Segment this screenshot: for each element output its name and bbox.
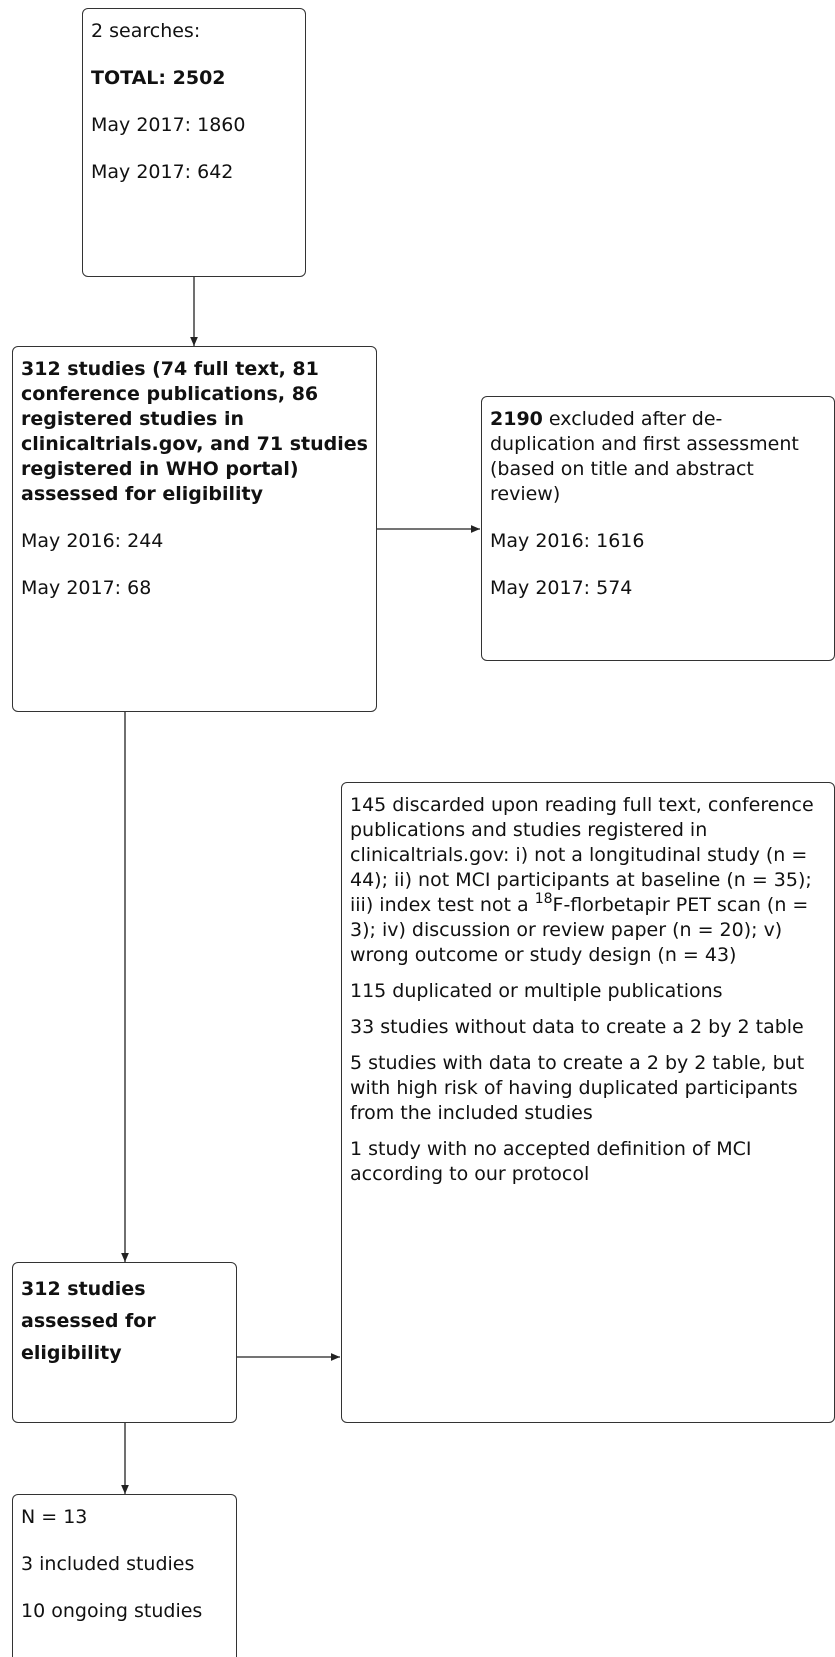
searches-count: 2 searches: (91, 20, 201, 42)
eligibility-box: 312 studies assessed for eligibility (12, 1262, 237, 1423)
searches-line-642: May 2017: 642 (91, 161, 234, 183)
excluded-text: excluded after de-duplication and first … (490, 408, 799, 505)
final-box: N = 13 3 included studies 10 ongoing stu… (12, 1494, 237, 1657)
assessed-box: 312 studies (74 full text, 81 conference… (12, 346, 377, 712)
final-total: N = 13 (21, 1506, 88, 1528)
discarded-box: 145 discarded upon reading full text, co… (341, 782, 835, 1423)
assessed-heading: 312 studies (74 full text, 81 conference… (21, 358, 368, 505)
excluded-may-2017: May 2017: 574 (490, 577, 633, 599)
assessed-may-2017: May 2017: 68 (21, 577, 152, 599)
discarded-no-data: 33 studies without data to create a 2 by… (350, 1016, 804, 1038)
discarded-duplicated: 115 duplicated or multiple publications (350, 980, 723, 1002)
searches-total: TOTAL: 2502 (91, 67, 226, 89)
assessed-may-2016: May 2016: 244 (21, 530, 164, 552)
searches-box: 2 searches: TOTAL: 2502 May 2017: 1860 M… (82, 8, 306, 277)
excluded-may-2016: May 2016: 1616 (490, 530, 645, 552)
excluded-box: 2190 excluded after de-duplication and f… (481, 396, 835, 661)
eligibility-heading: 312 studies assessed for eligibility (21, 1278, 156, 1364)
excluded-description: 2190 excluded after de-duplication and f… (490, 407, 826, 507)
isotope-superscript: 18 (534, 891, 553, 907)
discarded-no-definition: 1 study with no accepted definition of M… (350, 1138, 752, 1185)
final-included: 3 included studies (21, 1553, 195, 1575)
final-ongoing: 10 ongoing studies (21, 1600, 203, 1622)
excluded-count: 2190 (490, 408, 543, 430)
discarded-reasons: 145 discarded upon reading full text, co… (350, 794, 814, 966)
searches-line-1860: May 2017: 1860 (91, 114, 246, 136)
discarded-high-risk: 5 studies with data to create a 2 by 2 t… (350, 1052, 805, 1124)
